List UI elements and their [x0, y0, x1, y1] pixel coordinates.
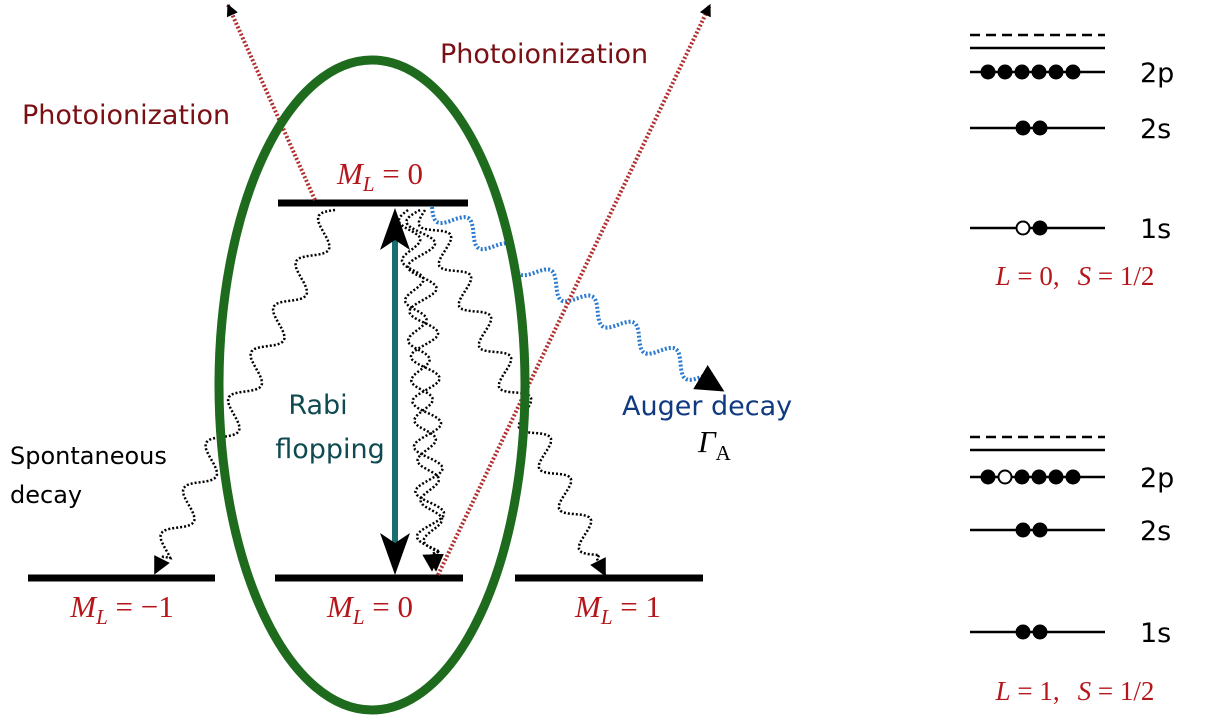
electron: [1065, 64, 1081, 80]
value: = 1/2: [1091, 261, 1154, 291]
label: ΓA: [697, 424, 732, 465]
subscript: L: [95, 605, 108, 629]
decay-path: [430, 206, 725, 392]
photoionization-ray: [436, 3, 712, 576]
level-label: ML = 0: [336, 156, 423, 196]
label: decay: [10, 481, 82, 509]
symbol: L: [995, 676, 1011, 706]
decay-path: [153, 208, 336, 575]
symbol: S: [1078, 676, 1092, 706]
subscript: L: [600, 605, 613, 629]
label: Photoionization: [440, 39, 648, 70]
symbol: M: [69, 589, 98, 624]
orbital-label: 2p: [1140, 463, 1174, 494]
term-label: L = 0, S = 1/2: [995, 261, 1155, 291]
label: Auger decay: [622, 391, 792, 422]
value: = 1,: [1011, 676, 1060, 706]
decay-paths: [153, 206, 725, 577]
electron: [1031, 64, 1047, 80]
decay-path: [405, 208, 446, 572]
orbital-label: 2p: [1140, 58, 1174, 89]
electron: [1048, 469, 1064, 485]
electron: [1032, 522, 1048, 538]
electron: [980, 469, 996, 485]
term-label: L = 1, S = 1/2: [995, 676, 1155, 706]
electron: [1014, 64, 1030, 80]
decay-path: [397, 209, 444, 572]
symbol: L: [995, 261, 1011, 291]
value: = 0: [375, 156, 423, 191]
label: Rabi: [288, 390, 347, 421]
level-label: ML = −1: [69, 589, 173, 629]
orbital-label: 1s: [1140, 618, 1171, 649]
electron: [1032, 220, 1048, 236]
photoionization-ray: [226, 3, 317, 201]
label: flopping: [275, 434, 385, 465]
electron: [1015, 120, 1031, 136]
electron: [1014, 469, 1030, 485]
configurations: 2p 2s 1s L = 0, S = 1/2 2p 2s 1s L = 1, S = 1/2: [970, 33, 1174, 706]
electron: [1065, 469, 1081, 485]
symbol: S: [1078, 261, 1092, 291]
value: = −1: [108, 589, 174, 624]
subscript: L: [362, 172, 375, 196]
electron: [1031, 469, 1047, 485]
level-labels: ML = 0ML = −1 ML = 0 ML = 1: [69, 156, 661, 629]
subscript: L: [352, 605, 365, 629]
level-label: ML = 1: [574, 589, 661, 629]
rabi-ellipse: [214, 55, 530, 715]
label: Spontaneous: [10, 442, 167, 470]
electron: [1015, 624, 1031, 640]
symbol: M: [574, 589, 603, 624]
electron: [997, 469, 1013, 485]
symbol: M: [336, 156, 365, 191]
label: Photoionization: [22, 100, 230, 131]
electron: [997, 64, 1013, 80]
value: = 0,: [1011, 261, 1060, 291]
electron: [1015, 522, 1031, 538]
value: = 1: [613, 589, 661, 624]
electron: [980, 64, 996, 80]
orbital-label: 2s: [1140, 516, 1171, 547]
electron: [1032, 120, 1048, 136]
electron: [1048, 64, 1064, 80]
electron: [1015, 220, 1031, 236]
orbital-label: 1s: [1140, 214, 1171, 245]
level-label: ML = 0: [326, 589, 413, 629]
electron: [1032, 624, 1048, 640]
rabi-arrowheads: [380, 208, 410, 575]
value: = 1/2: [1091, 676, 1154, 706]
symbol: M: [326, 589, 355, 624]
value: = 0: [365, 589, 413, 624]
orbital-label: 2s: [1140, 114, 1171, 145]
